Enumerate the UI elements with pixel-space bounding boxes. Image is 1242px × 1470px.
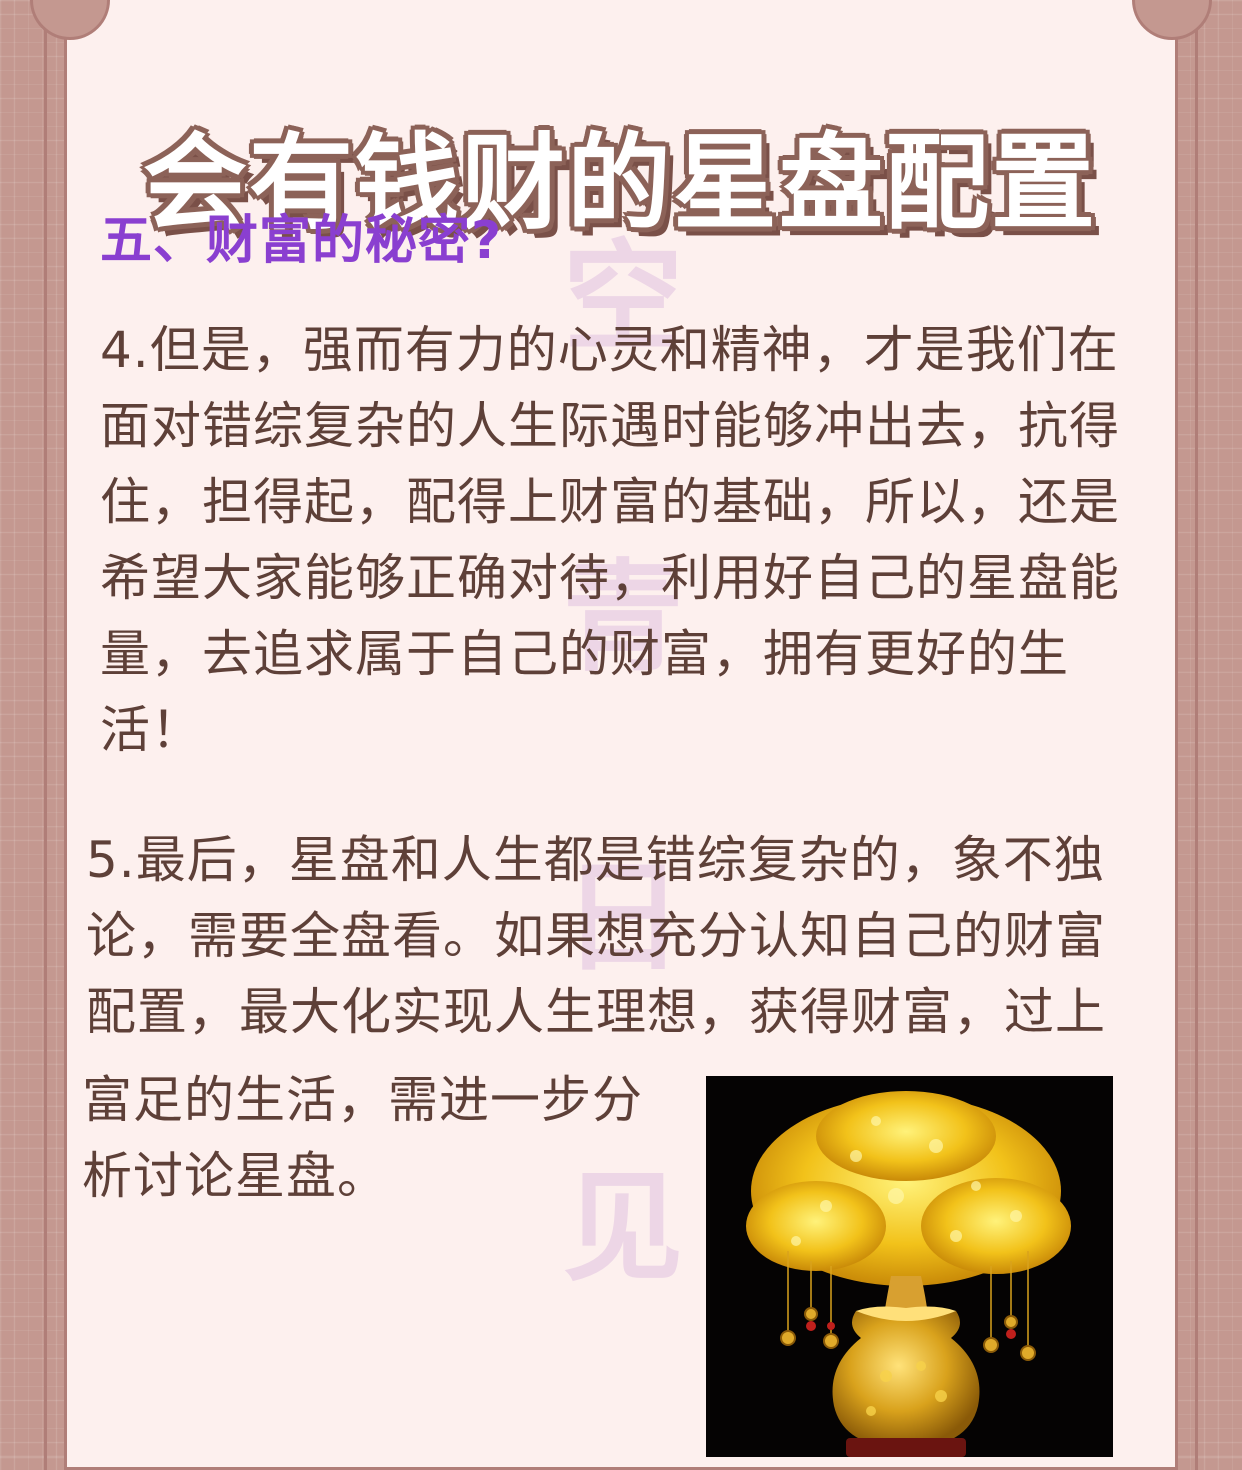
paragraph-4: 4.但是，强而有力的心灵和精神，才是我们在面对错综复杂的人生际遇时能够冲出去，抗…	[100, 321, 1120, 759]
section-heading: 五、财富的秘密?	[100, 211, 503, 271]
money-tree-illustration	[746, 1091, 1071, 1457]
paragraph-5: 5.最后，星盘和人生都是错综复杂的，象不独论，需要全盘看。如果想充分认知自己的财…	[86, 831, 1106, 1041]
watermark-char-1: 空	[563, 227, 683, 368]
paragraph-5-continued: 富足的生活，需进一步分析讨论星盘。	[82, 1071, 643, 1205]
page-title: 会有钱财的星盘配置	[142, 121, 1097, 244]
watermark-char-3: 日	[563, 847, 683, 988]
watermark-char-2: 青	[563, 547, 683, 688]
watermark-char-4: 见	[563, 1157, 683, 1298]
money-tree-photo	[706, 1076, 1113, 1457]
